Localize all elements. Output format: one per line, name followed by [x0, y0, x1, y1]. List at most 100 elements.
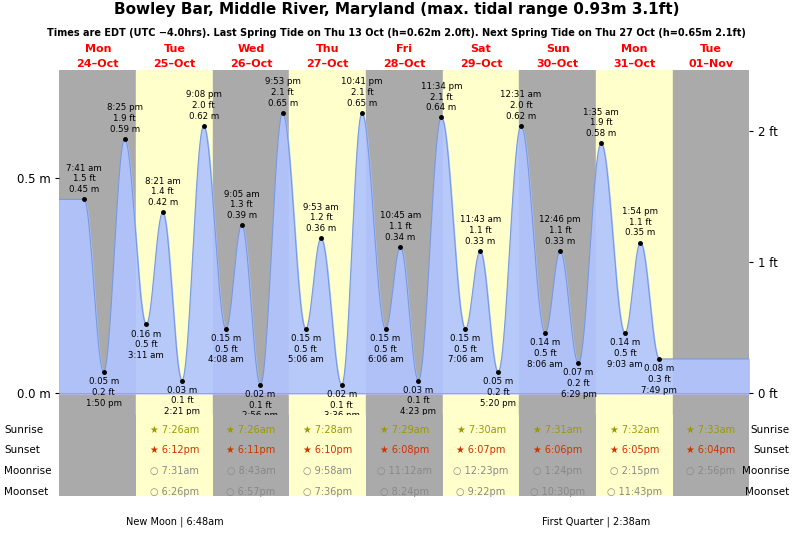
Text: ★ 6:12pm: ★ 6:12pm	[150, 445, 199, 455]
Text: ★ 7:26am: ★ 7:26am	[150, 425, 199, 435]
Text: Thu: Thu	[316, 44, 339, 54]
Text: Mon: Mon	[621, 44, 648, 54]
Bar	[59, 70, 136, 415]
Text: 1:35 am
1.9 ft
0.58 m: 1:35 am 1.9 ft 0.58 m	[584, 108, 619, 138]
Text: 8:21 am
1.4 ft
0.42 m: 8:21 am 1.4 ft 0.42 m	[145, 177, 181, 207]
Text: ★ 7:26am: ★ 7:26am	[227, 425, 276, 435]
Bar	[519, 415, 596, 495]
Text: ○ 9:22pm: ○ 9:22pm	[457, 487, 506, 497]
Text: Times are EDT (UTC −4.0hrs). Last Spring Tide on Thu 13 Oct (h=0.62m 2.0ft). Nex: Times are EDT (UTC −4.0hrs). Last Spring…	[47, 28, 746, 38]
Text: 0.02 m
0.1 ft
2:56 pm: 0.02 m 0.1 ft 2:56 pm	[243, 390, 278, 420]
Text: 01–Nov: 01–Nov	[688, 59, 734, 68]
Bar	[289, 70, 366, 415]
Text: ○ 10:30pm: ○ 10:30pm	[531, 487, 585, 497]
Text: 9:53 pm
2.1 ft
0.65 m: 9:53 pm 2.1 ft 0.65 m	[265, 78, 301, 108]
Text: 0.05 m
0.2 ft
5:20 pm: 0.05 m 0.2 ft 5:20 pm	[480, 377, 516, 407]
Text: Sunrise: Sunrise	[4, 425, 43, 435]
Text: 10:41 pm
2.1 ft
0.65 m: 10:41 pm 2.1 ft 0.65 m	[341, 78, 383, 108]
Text: 26–Oct: 26–Oct	[230, 59, 272, 68]
Text: 28–Oct: 28–Oct	[383, 59, 426, 68]
Text: 0.15 m
0.5 ft
7:06 am: 0.15 m 0.5 ft 7:06 am	[447, 334, 483, 364]
Text: ★ 6:05pm: ★ 6:05pm	[610, 445, 659, 455]
Text: Sunset: Sunset	[4, 445, 40, 455]
Text: ★ 7:28am: ★ 7:28am	[303, 425, 352, 435]
Text: 9:05 am
1.3 ft
0.39 m: 9:05 am 1.3 ft 0.39 m	[224, 190, 259, 220]
Text: 1:54 pm
1.1 ft
0.35 m: 1:54 pm 1.1 ft 0.35 m	[623, 207, 658, 237]
Text: Moonrise: Moonrise	[741, 466, 789, 476]
Text: 0.03 m
0.1 ft
4:23 pm: 0.03 m 0.1 ft 4:23 pm	[400, 386, 436, 416]
Text: 0.14 m
0.5 ft
8:06 am: 0.14 m 0.5 ft 8:06 am	[527, 338, 563, 369]
Bar	[366, 70, 442, 415]
Text: 27–Oct: 27–Oct	[307, 59, 349, 68]
Text: ○ 9:58am: ○ 9:58am	[304, 466, 352, 476]
Text: 11:34 pm
2.1 ft
0.64 m: 11:34 pm 2.1 ft 0.64 m	[420, 82, 462, 112]
Text: ○ 11:43pm: ○ 11:43pm	[607, 487, 662, 497]
Text: 12:46 pm
1.1 ft
0.33 m: 12:46 pm 1.1 ft 0.33 m	[539, 216, 581, 246]
Text: ○ 7:36pm: ○ 7:36pm	[303, 487, 352, 497]
Text: Mon: Mon	[85, 44, 111, 54]
Bar	[136, 70, 213, 415]
Text: Bowley Bar, Middle River, Maryland (max. tidal range 0.93m 3.1ft): Bowley Bar, Middle River, Maryland (max.…	[113, 2, 680, 17]
Bar	[672, 415, 749, 495]
Text: 7:41 am
1.5 ft
0.45 m: 7:41 am 1.5 ft 0.45 m	[66, 164, 102, 194]
Text: 30–Oct: 30–Oct	[537, 59, 579, 68]
Bar	[596, 70, 672, 415]
Bar	[59, 415, 136, 495]
Text: ★ 7:32am: ★ 7:32am	[610, 425, 659, 435]
Text: ○ 12:23pm: ○ 12:23pm	[454, 466, 509, 476]
Text: ○ 1:24pm: ○ 1:24pm	[533, 466, 582, 476]
Text: ○ 8:24pm: ○ 8:24pm	[380, 487, 429, 497]
Text: Tue: Tue	[163, 44, 186, 54]
Text: ★ 6:08pm: ★ 6:08pm	[380, 445, 429, 455]
Bar	[596, 415, 672, 495]
Text: 0.08 m
0.3 ft
7:49 pm: 0.08 m 0.3 ft 7:49 pm	[642, 364, 677, 395]
Text: Moonset: Moonset	[745, 487, 789, 497]
Bar	[213, 415, 289, 495]
Text: 25–Oct: 25–Oct	[153, 59, 196, 68]
Text: 0.14 m
0.5 ft
9:03 am: 0.14 m 0.5 ft 9:03 am	[607, 338, 643, 369]
Text: Sunrise: Sunrise	[750, 425, 789, 435]
Bar	[442, 70, 519, 415]
Text: ○ 2:56pm: ○ 2:56pm	[687, 466, 736, 476]
Text: ★ 7:29am: ★ 7:29am	[380, 425, 429, 435]
Text: 0.16 m
0.5 ft
3:11 am: 0.16 m 0.5 ft 3:11 am	[128, 330, 164, 360]
Text: ○ 7:31am: ○ 7:31am	[150, 466, 199, 476]
Text: 0.03 m
0.1 ft
2:21 pm: 0.03 m 0.1 ft 2:21 pm	[164, 386, 200, 416]
Text: 11:43 am
1.1 ft
0.33 m: 11:43 am 1.1 ft 0.33 m	[460, 216, 501, 246]
Text: 29–Oct: 29–Oct	[460, 59, 502, 68]
Text: Wed: Wed	[237, 44, 265, 54]
Text: 9:53 am
1.2 ft
0.36 m: 9:53 am 1.2 ft 0.36 m	[303, 203, 339, 233]
Text: 0.07 m
0.2 ft
6:29 pm: 0.07 m 0.2 ft 6:29 pm	[561, 369, 596, 399]
Text: ○ 6:26pm: ○ 6:26pm	[150, 487, 199, 497]
Text: ★ 6:06pm: ★ 6:06pm	[533, 445, 582, 455]
Text: Moonset: Moonset	[4, 487, 48, 497]
Text: 0.15 m
0.5 ft
6:06 am: 0.15 m 0.5 ft 6:06 am	[368, 334, 404, 364]
Text: ★ 7:33am: ★ 7:33am	[687, 425, 736, 435]
Text: ○ 6:57pm: ○ 6:57pm	[227, 487, 276, 497]
Bar	[442, 415, 519, 495]
Text: 0.02 m
0.1 ft
3:36 pm: 0.02 m 0.1 ft 3:36 pm	[324, 390, 360, 420]
Text: Sunset: Sunset	[753, 445, 789, 455]
Text: 0.15 m
0.5 ft
5:06 am: 0.15 m 0.5 ft 5:06 am	[288, 334, 324, 364]
Text: Fri: Fri	[396, 44, 412, 54]
Text: ★ 6:04pm: ★ 6:04pm	[687, 445, 736, 455]
Text: ★ 7:31am: ★ 7:31am	[533, 425, 582, 435]
Text: ★ 6:07pm: ★ 6:07pm	[457, 445, 506, 455]
Text: Moonrise: Moonrise	[4, 466, 52, 476]
Text: ○ 8:43am: ○ 8:43am	[227, 466, 275, 476]
Text: 9:08 pm
2.0 ft
0.62 m: 9:08 pm 2.0 ft 0.62 m	[186, 91, 221, 121]
Bar	[213, 70, 289, 415]
Text: 0.05 m
0.2 ft
1:50 pm: 0.05 m 0.2 ft 1:50 pm	[86, 377, 121, 407]
Bar	[366, 415, 442, 495]
Text: ★ 6:11pm: ★ 6:11pm	[227, 445, 276, 455]
Text: 10:45 am
1.1 ft
0.34 m: 10:45 am 1.1 ft 0.34 m	[380, 211, 421, 241]
Text: 31–Oct: 31–Oct	[613, 59, 656, 68]
Text: ★ 6:10pm: ★ 6:10pm	[303, 445, 352, 455]
Text: Sat: Sat	[471, 44, 492, 54]
Text: 8:25 pm
1.9 ft
0.59 m: 8:25 pm 1.9 ft 0.59 m	[107, 103, 143, 134]
Text: First Quarter | 2:38am: First Quarter | 2:38am	[542, 516, 650, 527]
Bar	[672, 70, 749, 415]
Text: 0.15 m
0.5 ft
4:08 am: 0.15 m 0.5 ft 4:08 am	[208, 334, 244, 364]
Text: ○ 2:15pm: ○ 2:15pm	[610, 466, 659, 476]
Text: 12:31 am
2.0 ft
0.62 m: 12:31 am 2.0 ft 0.62 m	[500, 91, 542, 121]
